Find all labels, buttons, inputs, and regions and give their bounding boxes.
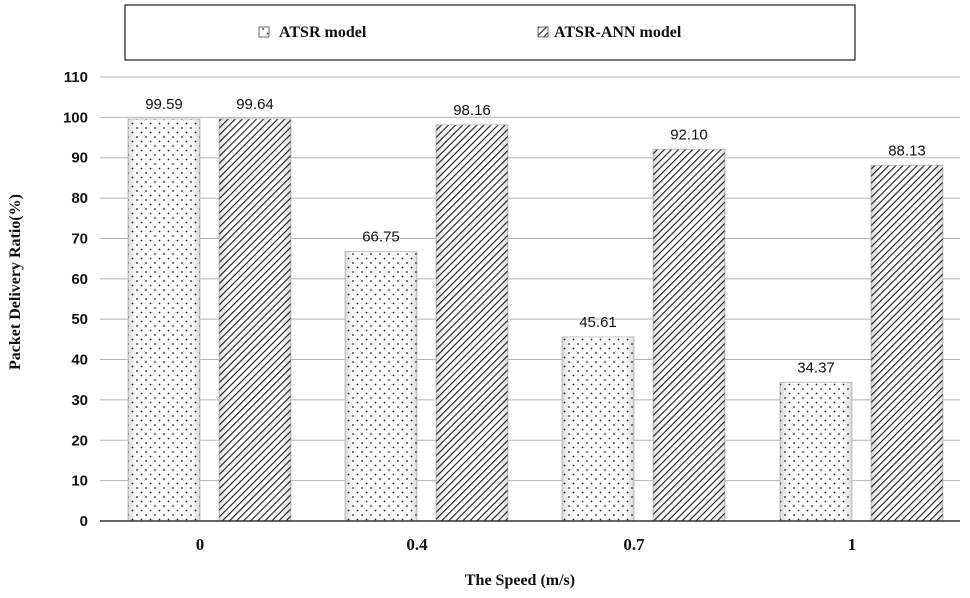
x-tick-label: 0 [196, 535, 205, 554]
bar-shade-atsr-model-1 [780, 382, 852, 521]
legend-entry-atsr: ATSR model [258, 24, 367, 41]
bar-shade-atsr-model-0.4 [345, 251, 417, 521]
bar-shade-atsr-ann-model-0 [219, 118, 291, 522]
y-tick-label: 110 [64, 69, 88, 86]
bars [127, 118, 944, 522]
data-label-atsr-ann-model-1: 88.13 [888, 142, 926, 159]
bar-shade-atsr-model-0.7 [562, 336, 634, 521]
bar-shade-atsr-ann-model-1 [871, 165, 943, 521]
y-tick-label: 10 [71, 473, 88, 490]
x-axis-categories: 0 0.4 0.7 1 [196, 535, 857, 554]
data-label-atsr-model-0: 99.59 [145, 96, 183, 113]
data-label-atsr-model-0.4: 66.75 [362, 229, 400, 246]
bar-shade-atsr-model-0 [128, 119, 200, 521]
y-tick-label: 70 [71, 230, 88, 247]
y-tick-label: 60 [71, 271, 88, 288]
y-tick-label: 40 [71, 352, 88, 369]
y-tick-label: 90 [71, 150, 88, 167]
x-tick-label: 0.7 [623, 535, 645, 554]
legend-swatch-atsr [258, 26, 270, 38]
data-label-atsr-model-1: 34.37 [797, 359, 835, 376]
legend-box [124, 4, 856, 61]
y-tick-label: 100 [63, 109, 88, 126]
y-tick-label: 80 [71, 190, 88, 207]
data-label-atsr-ann-model-0.7: 92.10 [670, 126, 708, 143]
data-label-atsr-ann-model-0.4: 98.16 [453, 102, 491, 119]
legend-entry-atsr-ann: ATSR-ANN model [537, 24, 682, 41]
bar-shade-atsr-ann-model-0.7 [653, 149, 725, 521]
data-label-atsr-model-0.7: 45.61 [579, 314, 617, 331]
legend-label-atsr-ann: ATSR-ANN model [554, 24, 682, 41]
data-labels: 99.59 99.64 66.75 98.16 45.61 92.10 34.37 88.13 [145, 96, 926, 376]
legend-swatch-atsr-ann [537, 26, 549, 38]
y-tick-label: 50 [71, 311, 88, 328]
y-tick-label: 30 [71, 392, 88, 409]
x-tick-label: 0.4 [406, 535, 428, 554]
x-axis-title: The Speed (m/s) [465, 572, 575, 589]
y-axis-title: Packet Delivery Ratio(%) [7, 194, 24, 370]
y-axis-ticks: 0 10 20 30 40 50 60 70 80 90 100 110 [63, 69, 88, 530]
data-label-atsr-ann-model-0: 99.64 [236, 96, 274, 113]
x-tick-label: 1 [848, 535, 857, 554]
y-tick-label: 0 [80, 513, 88, 530]
legend-label-atsr: ATSR model [279, 24, 367, 41]
bar-shade-atsr-ann-model-0.4 [436, 124, 508, 522]
y-tick-label: 20 [71, 432, 88, 449]
